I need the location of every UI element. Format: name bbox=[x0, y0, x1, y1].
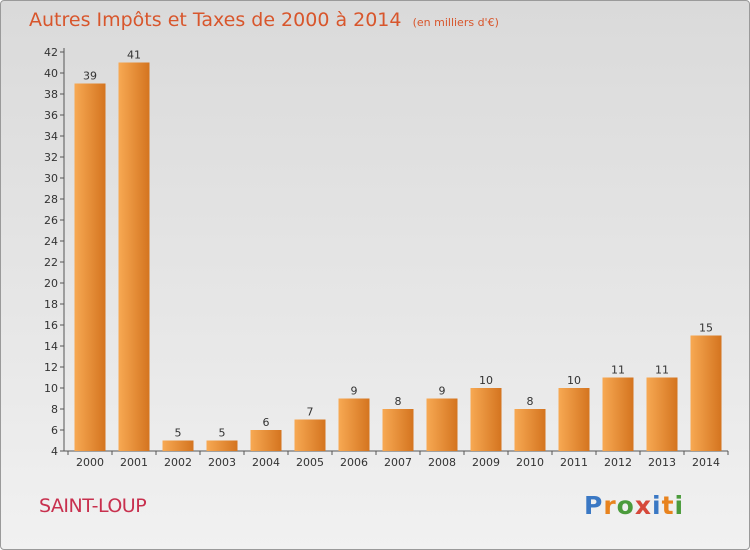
data-label: 7 bbox=[307, 406, 314, 419]
bar bbox=[558, 388, 590, 451]
logo-letter: P bbox=[584, 491, 604, 520]
y-tick-label: 22 bbox=[44, 256, 58, 269]
bar bbox=[602, 377, 634, 451]
bar bbox=[338, 398, 370, 451]
x-tick-label: 2000 bbox=[76, 456, 104, 469]
x-tick-label: 2013 bbox=[648, 456, 676, 469]
data-label: 9 bbox=[439, 385, 446, 398]
bar bbox=[250, 430, 282, 451]
data-label: 10 bbox=[479, 374, 493, 387]
y-tick-label: 10 bbox=[44, 382, 58, 395]
chart-bars bbox=[74, 62, 722, 451]
bar bbox=[162, 440, 194, 451]
bar bbox=[294, 419, 326, 451]
chart-subtitle: (en milliers d'€) bbox=[412, 16, 499, 29]
y-tick-label: 12 bbox=[44, 361, 58, 374]
data-label: 6 bbox=[263, 416, 270, 429]
data-label: 8 bbox=[527, 395, 534, 408]
bar bbox=[426, 398, 458, 451]
chart-title-block: Autres Impôts et Taxes de 2000 à 2014 (e… bbox=[29, 9, 499, 31]
data-label: 11 bbox=[655, 364, 669, 377]
logo-letter: o bbox=[616, 491, 635, 520]
y-tick-label: 42 bbox=[44, 46, 58, 59]
x-tick-label: 2008 bbox=[428, 456, 456, 469]
chart-title: Autres Impôts et Taxes de 2000 à 2014 bbox=[29, 9, 402, 31]
x-tick-label: 2014 bbox=[692, 456, 720, 469]
x-tick-label: 2004 bbox=[252, 456, 280, 469]
bar bbox=[470, 388, 502, 451]
bar bbox=[118, 62, 150, 451]
data-label: 5 bbox=[175, 427, 182, 440]
place-name: SAINT-LOUP bbox=[39, 495, 147, 517]
bar bbox=[74, 83, 106, 451]
x-tick-label: 2001 bbox=[120, 456, 148, 469]
y-tick-label: 6 bbox=[51, 424, 58, 437]
proxiti-logo[interactable]: Proxiti bbox=[584, 491, 684, 520]
y-tick-label: 8 bbox=[51, 403, 58, 416]
x-tick-label: 2006 bbox=[340, 456, 368, 469]
x-tick-label: 2007 bbox=[384, 456, 412, 469]
bar bbox=[514, 409, 546, 451]
y-tick-label: 4 bbox=[51, 445, 58, 458]
y-tick-label: 24 bbox=[44, 235, 58, 248]
data-label: 15 bbox=[699, 322, 713, 335]
bar bbox=[382, 409, 414, 451]
data-label: 9 bbox=[351, 385, 358, 398]
y-tick-label: 36 bbox=[44, 109, 58, 122]
x-tick-label: 2011 bbox=[560, 456, 588, 469]
x-tick-label: 2002 bbox=[164, 456, 192, 469]
y-tick-label: 16 bbox=[44, 319, 58, 332]
logo-letter: r bbox=[603, 491, 617, 520]
y-tick-label: 28 bbox=[44, 193, 58, 206]
y-tick-label: 14 bbox=[44, 340, 58, 353]
data-label: 41 bbox=[127, 49, 141, 62]
data-label: 5 bbox=[219, 427, 226, 440]
bar bbox=[646, 377, 678, 451]
y-tick-label: 40 bbox=[44, 67, 58, 80]
y-tick-label: 32 bbox=[44, 151, 58, 164]
data-label: 10 bbox=[567, 374, 581, 387]
y-tick-label: 30 bbox=[44, 172, 58, 185]
x-tick-label: 2012 bbox=[604, 456, 632, 469]
logo-letter: x bbox=[634, 491, 652, 520]
y-tick-label: 26 bbox=[44, 214, 58, 227]
x-tick-label: 2003 bbox=[208, 456, 236, 469]
data-label: 11 bbox=[611, 364, 625, 377]
bar bbox=[690, 335, 722, 451]
chart-labels: 39 2000 41 2001 5 2002 5 2003 6 2004 7 2005 9 2006 8 20… bbox=[76, 49, 720, 470]
data-label: 8 bbox=[395, 395, 402, 408]
y-tick-label: 18 bbox=[44, 298, 58, 311]
x-tick-label: 2010 bbox=[516, 456, 544, 469]
logo-letter: t bbox=[661, 491, 675, 520]
logo-letter: i bbox=[652, 491, 662, 520]
y-tick-label: 20 bbox=[44, 277, 58, 290]
x-tick-label: 2009 bbox=[472, 456, 500, 469]
data-label: 39 bbox=[83, 70, 97, 83]
logo-letter: i bbox=[674, 491, 685, 520]
x-tick-label: 2005 bbox=[296, 456, 324, 469]
y-tick-label: 34 bbox=[44, 130, 58, 143]
y-tick-label: 38 bbox=[44, 88, 58, 101]
bar bbox=[206, 440, 238, 451]
